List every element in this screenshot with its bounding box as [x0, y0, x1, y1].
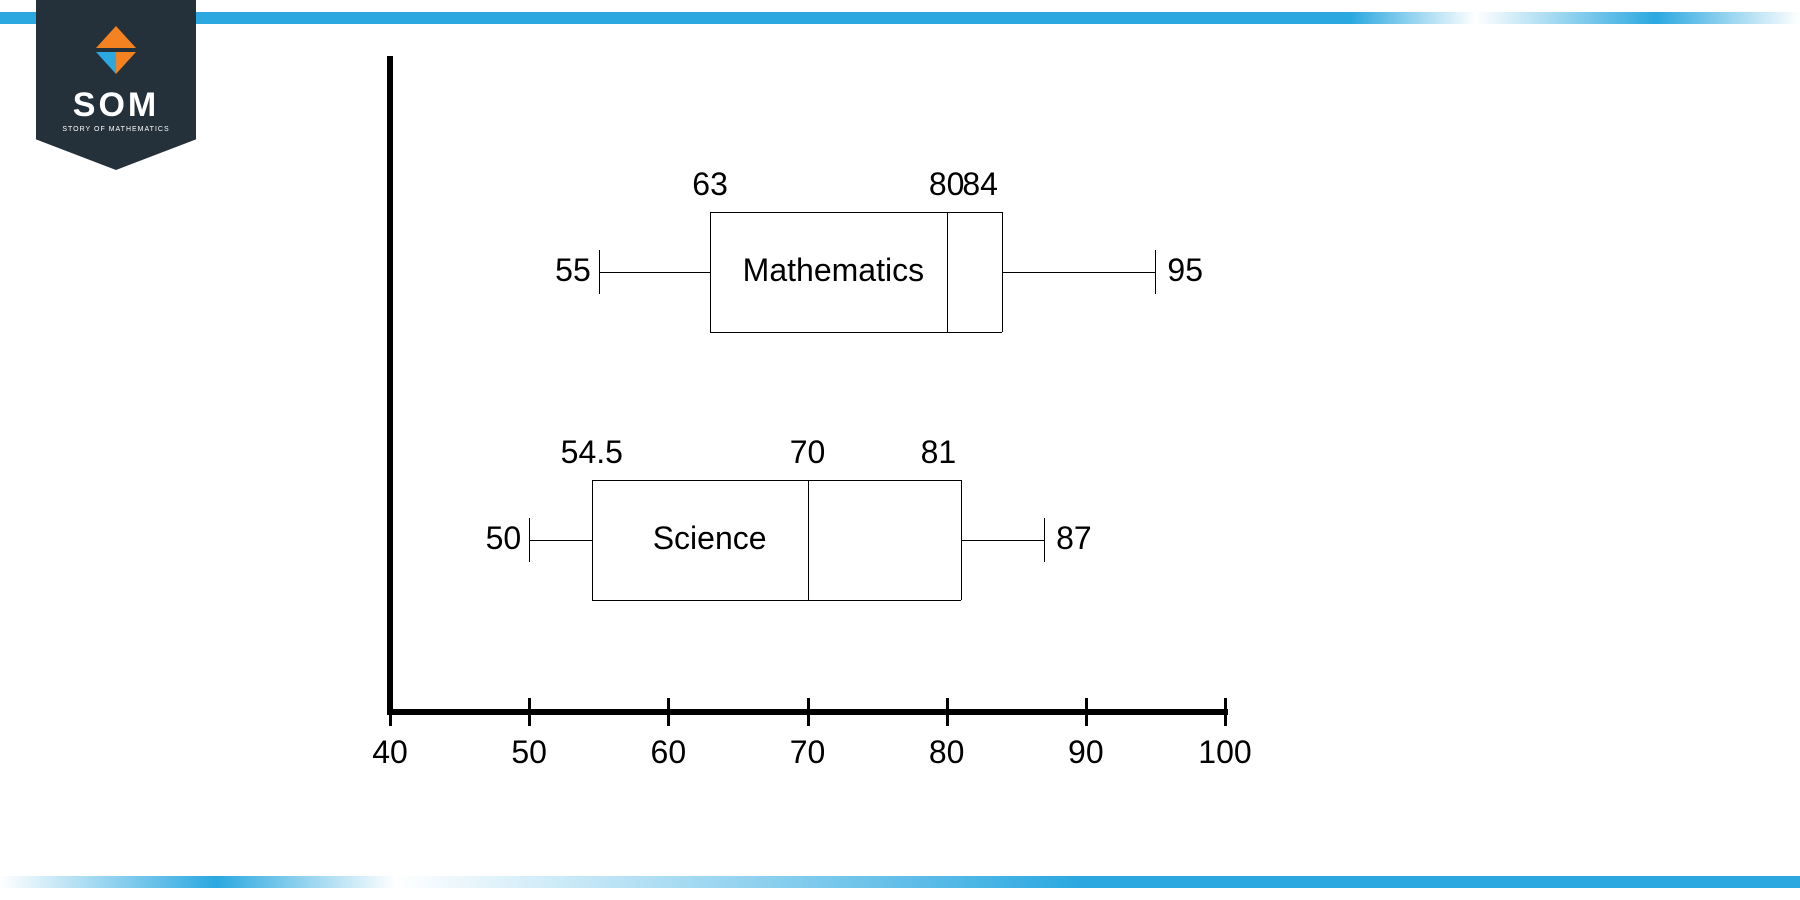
boxplot-chart: 4050607080901006380845595Mathematics54.5…: [390, 62, 1225, 802]
whisker-cap-max: [1044, 518, 1045, 562]
min-label: 50: [451, 520, 521, 557]
box-top: [592, 480, 961, 481]
x-tick: [1085, 698, 1088, 726]
x-tick: [1224, 698, 1227, 726]
brand-badge: SOM STORY OF MATHEMATICS: [36, 0, 196, 170]
box-name-label: Science: [612, 520, 808, 557]
q1-label: 63: [660, 166, 760, 203]
x-tick: [946, 698, 949, 726]
box-name-label: Mathematics: [720, 252, 947, 289]
min-label: 55: [521, 252, 591, 289]
x-tick: [389, 698, 392, 726]
box-left: [592, 480, 593, 600]
box-left: [710, 212, 711, 332]
top-accent-bar: [0, 12, 1800, 24]
brand-title: SOM: [73, 86, 159, 125]
median-line: [808, 480, 809, 600]
box-bottom: [710, 332, 1002, 333]
q3-label: 84: [962, 166, 1062, 203]
max-label: 87: [1056, 520, 1136, 557]
whisker-line-right: [961, 540, 1045, 541]
x-tick-label: 40: [350, 734, 430, 771]
box-top: [710, 212, 1002, 213]
box-bottom: [592, 600, 961, 601]
x-tick-label: 60: [628, 734, 708, 771]
x-tick: [667, 698, 670, 726]
bottom-accent-bar: [0, 876, 1800, 888]
median-label: 70: [758, 434, 858, 471]
median-line: [947, 212, 948, 332]
max-label: 95: [1167, 252, 1247, 289]
x-tick: [528, 698, 531, 726]
whisker-line-left: [599, 272, 710, 273]
x-tick-label: 90: [1046, 734, 1126, 771]
brand-icon: [86, 20, 146, 80]
whisker-line-left: [529, 540, 592, 541]
whisker-cap-max: [1155, 250, 1156, 294]
brand-subtitle: STORY OF MATHEMATICS: [62, 126, 169, 133]
q1-label: 54.5: [542, 434, 642, 471]
x-tick-label: 80: [907, 734, 987, 771]
x-tick: [807, 698, 810, 726]
q3-label: 81: [921, 434, 1021, 471]
x-tick-label: 100: [1185, 734, 1265, 771]
whisker-line-right: [1002, 272, 1155, 273]
x-tick-label: 70: [768, 734, 848, 771]
y-axis-line: [387, 56, 393, 712]
x-tick-label: 50: [489, 734, 569, 771]
